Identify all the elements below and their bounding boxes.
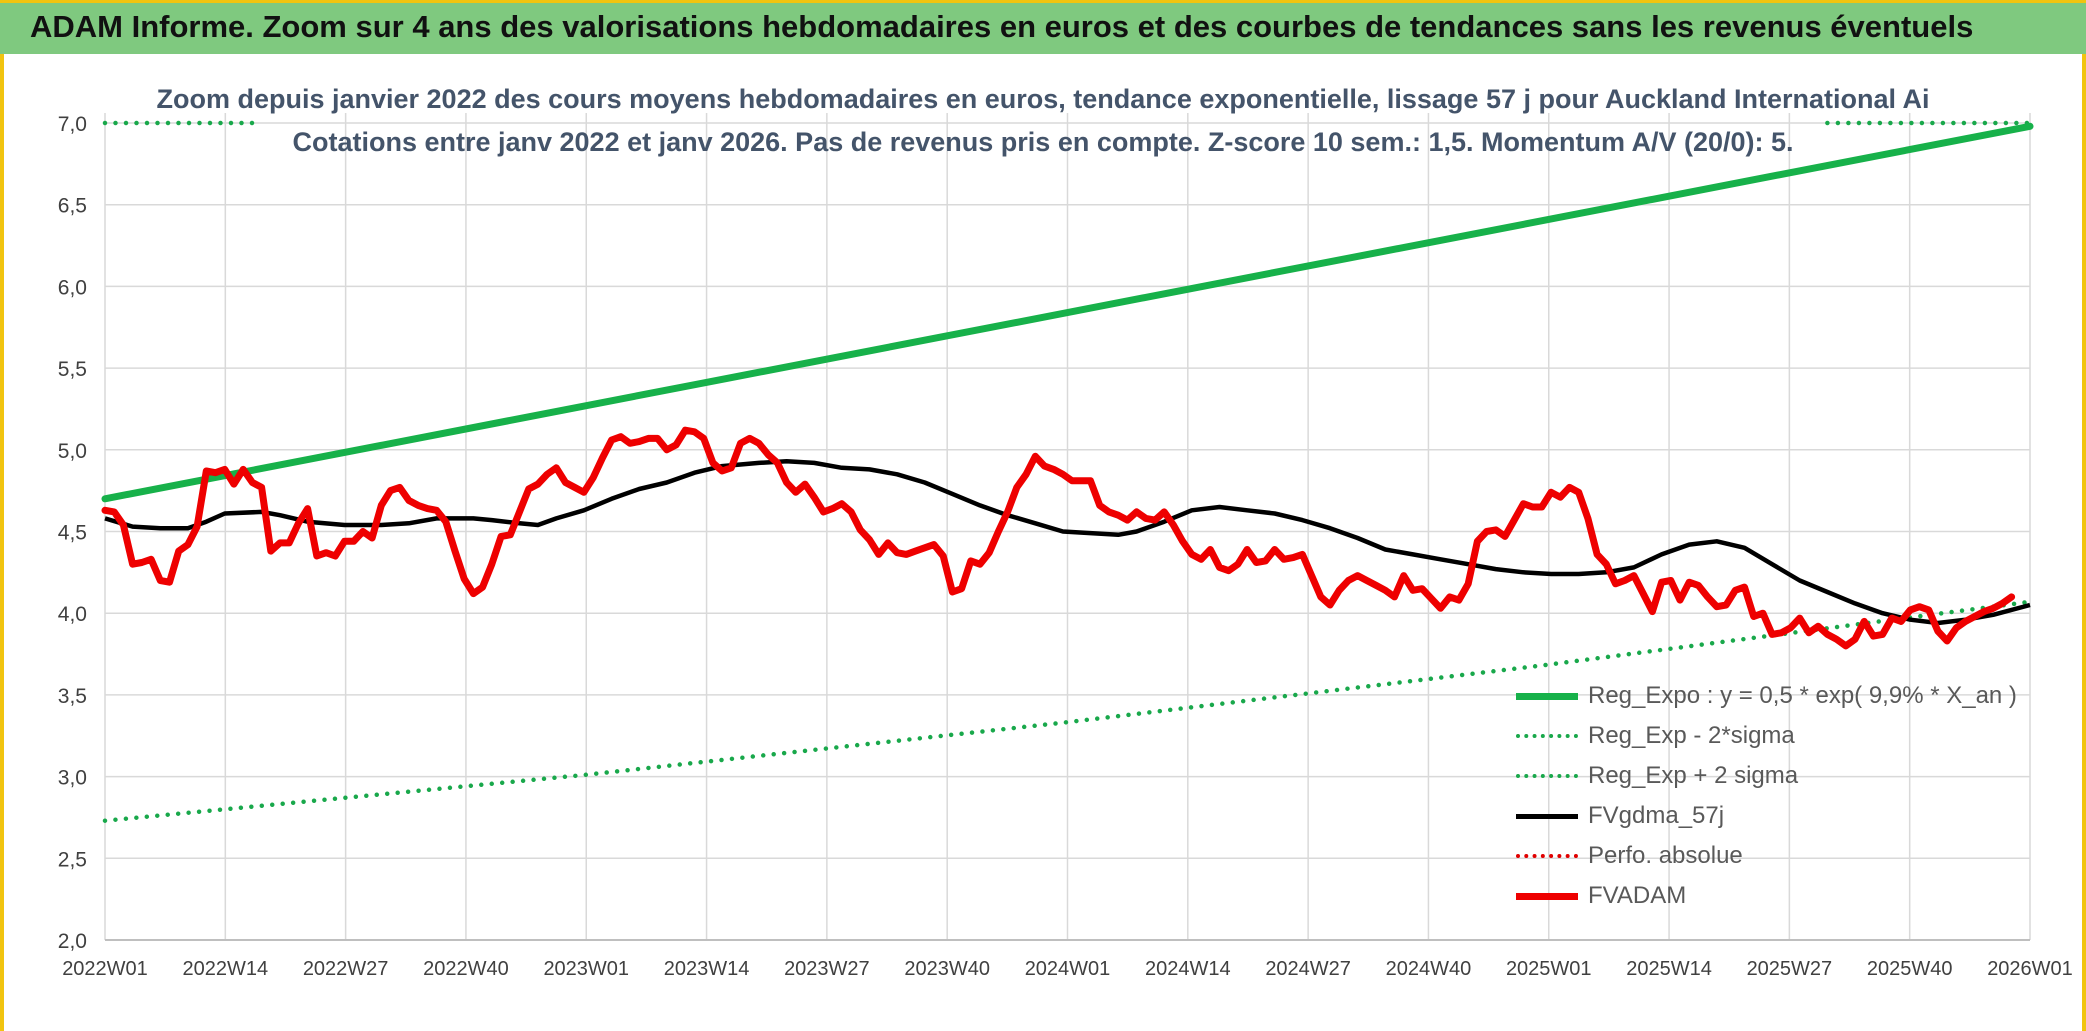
legend-label: FVgdma_57j <box>1588 802 1725 829</box>
legend-swatch <box>1516 774 1578 778</box>
x-tick-label: 2022W01 <box>62 958 148 980</box>
legend-swatch <box>1516 892 1578 900</box>
y-tick-label: 3,0 <box>58 767 87 790</box>
x-tick-label: 2025W40 <box>1867 958 1953 980</box>
x-tick-label: 2023W01 <box>543 958 629 980</box>
x-tick-label: 2024W27 <box>1265 958 1351 980</box>
x-tick-label: 2023W14 <box>664 958 750 980</box>
y-tick-label: 4,5 <box>58 522 87 545</box>
y-tick-label: 5,0 <box>58 440 87 463</box>
legend-swatch <box>1516 813 1578 819</box>
x-tick-label: 2022W27 <box>303 958 389 980</box>
legend-label: Reg_Exp - 2*sigma <box>1588 722 1795 749</box>
series-fvadam-line <box>101 426 2016 650</box>
legend-item: Reg_Exp + 2 sigma <box>1516 756 2017 796</box>
chart-title: Zoom depuis janvier 2022 des cours moyen… <box>156 84 1930 114</box>
chart-subtitle: Cotations entre janv 2022 et janv 2026. … <box>292 127 1794 157</box>
legend-swatch <box>1516 692 1578 700</box>
header-banner: ADAM Informe. Zoom sur 4 ans des valoris… <box>0 0 2086 54</box>
x-tick-label: 2024W14 <box>1145 958 1231 980</box>
y-axis-ticks: 2,0 2,5 3,0 3,5 4,0 4,5 5,0 5,5 6,0 6,5 7,0 <box>58 113 87 953</box>
chart-legend: Reg_Expo : y = 0,5 * exp( 9,9% * X_an ) R… <box>1516 676 2017 916</box>
x-axis-ticks: 2022W01 2022W14 2022W27 2022W40 2023W01 2023W… <box>62 958 2073 980</box>
y-tick-label: 7,0 <box>58 113 87 136</box>
chart-frame <box>0 54 2086 1031</box>
series-reg-expo-y-0-5-exp-9-9-x-an-line <box>101 122 2034 503</box>
legend-item: FVADAM <box>1516 876 2017 916</box>
legend-label: FVADAM <box>1588 882 1687 909</box>
x-tick-label: 2025W27 <box>1747 958 1833 980</box>
chart-series <box>101 120 2034 823</box>
y-tick-label: 6,5 <box>58 195 87 218</box>
y-tick-label: 6,0 <box>58 276 87 299</box>
legend-item: Reg_Exp - 2*sigma <box>1516 716 2017 756</box>
legend-item: Perfo. absolue <box>1516 836 2017 876</box>
x-tick-label: 2026W01 <box>1987 958 2073 980</box>
legend-item: Reg_Expo : y = 0,5 * exp( 9,9% * X_an ) <box>1516 676 2017 716</box>
x-tick-label: 2025W01 <box>1506 958 1592 980</box>
series-fvgdma-57j-line <box>104 458 2031 626</box>
x-tick-label: 2024W01 <box>1025 958 1111 980</box>
y-tick-label: 4,0 <box>58 603 87 626</box>
page-title: ADAM Informe. Zoom sur 4 ans des valoris… <box>30 9 1974 44</box>
x-tick-label: 2025W14 <box>1626 958 1712 980</box>
y-tick-label: 5,5 <box>58 358 87 381</box>
y-tick-label: 2,5 <box>58 848 87 871</box>
y-tick-label: 3,5 <box>58 685 87 708</box>
x-tick-label: 2023W27 <box>784 958 870 980</box>
x-tick-label: 2024W40 <box>1386 958 1472 980</box>
legend-label: Perfo. absolue <box>1588 842 1743 869</box>
legend-item: FVgdma_57j <box>1516 796 2017 836</box>
y-tick-label: 2,0 <box>58 930 87 953</box>
legend-label: Reg_Expo : y = 0,5 * exp( 9,9% * X_an ) <box>1588 682 2017 709</box>
legend-label: Reg_Exp + 2 sigma <box>1588 762 1799 789</box>
legend-swatch <box>1516 734 1578 738</box>
x-tick-label: 2022W14 <box>183 958 269 980</box>
legend-swatch <box>1516 854 1578 858</box>
x-tick-label: 2022W40 <box>423 958 509 980</box>
x-tick-label: 2023W40 <box>904 958 990 980</box>
